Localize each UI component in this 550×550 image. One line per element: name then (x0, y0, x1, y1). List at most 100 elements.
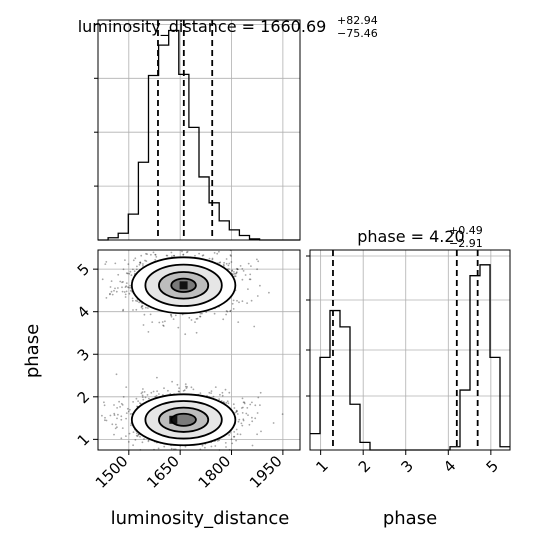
scatter-point (110, 290, 113, 293)
phase-title-upper: +0.49 (449, 224, 483, 237)
scatter-point (199, 392, 202, 394)
scatter-point (185, 387, 188, 389)
scatter-point (201, 312, 203, 315)
scatter-point (140, 306, 143, 309)
scatter-point (259, 404, 261, 406)
scatter-point (184, 385, 187, 388)
phase-xtick-label: 2 (355, 457, 374, 476)
scatter-point (121, 404, 124, 406)
scatter-point (141, 441, 144, 444)
scatter-point (211, 257, 214, 260)
scatter-point (113, 404, 115, 406)
scatter-point (124, 296, 127, 298)
scatter-point (214, 386, 217, 388)
scatter-point (201, 444, 204, 447)
ld-marginal-title: luminosity_distance = 1660.69 (78, 17, 327, 37)
scatter-point (129, 270, 132, 273)
scatter-point (235, 410, 238, 413)
scatter-point (115, 290, 118, 293)
2d-ytick-label: 5 (74, 260, 93, 279)
scatter-point (228, 434, 231, 436)
scatter-point (135, 397, 138, 400)
scatter-point (134, 257, 137, 260)
scatter-point (190, 319, 193, 321)
scatter-point (256, 412, 259, 414)
scatter-point (111, 423, 114, 426)
scatter-point (137, 400, 140, 402)
scatter-point (109, 414, 112, 417)
panel-2d-density: 1500 1650 1800 1950 1 2 3 4 5 luminosity_distan… (22, 249, 301, 529)
scatter-point (145, 252, 147, 255)
scatter-point (124, 259, 126, 261)
scatter-point (136, 265, 138, 268)
scatter-point (127, 410, 130, 413)
scatter-point (121, 286, 123, 289)
scatter-point (132, 268, 134, 271)
scatter-point (142, 263, 144, 265)
scatter-point (226, 310, 229, 313)
scatter-point (236, 268, 239, 271)
scatter-point (117, 413, 119, 416)
ld-title-lower: −75.46 (337, 27, 378, 40)
scatter-point (248, 423, 251, 426)
scatter-point (162, 325, 165, 327)
scatter-point (233, 407, 236, 409)
scatter-point (152, 251, 155, 254)
scatter-point (246, 407, 249, 409)
panel-ld-marginal: luminosity_distance = 1660.69 +82.94 −75… (78, 14, 378, 241)
scatter-point (184, 383, 187, 385)
scatter-point (143, 438, 145, 440)
scatter-point (103, 401, 105, 404)
scatter-point (147, 307, 149, 309)
scatter-point (236, 410, 238, 412)
scatter-point (140, 254, 143, 257)
scatter-point (230, 261, 233, 263)
x-axis-label-ld: luminosity_distance (111, 508, 290, 529)
scatter-point (186, 386, 189, 388)
scatter-point (181, 250, 183, 253)
scatter-point (188, 316, 191, 319)
scatter-point (127, 263, 130, 265)
density-contour (170, 412, 197, 427)
scatter-point (231, 269, 234, 272)
scatter-point (103, 404, 106, 407)
scatter-point (242, 418, 245, 421)
scatter-point (213, 252, 216, 254)
scatter-point (228, 262, 231, 265)
scatter-point (113, 433, 115, 436)
scatter-point (260, 430, 262, 433)
scatter-point (135, 268, 138, 271)
scatter-point (142, 265, 144, 267)
scatter-point (146, 253, 149, 256)
y-axis-label-phase: phase (22, 324, 43, 378)
2d-ytick-label: 4 (74, 303, 93, 322)
scatter-point (186, 250, 189, 253)
scatter-point (234, 275, 237, 278)
scatter-point (126, 272, 129, 275)
phase-xtick-label: 5 (483, 457, 502, 476)
scatter-point (174, 314, 177, 317)
scatter-point (208, 257, 211, 260)
scatter-point (105, 419, 108, 422)
scatter-point (235, 409, 238, 412)
scatter-point (132, 259, 135, 262)
scatter-point (257, 260, 260, 263)
scatter-point (224, 388, 227, 391)
scatter-point (154, 258, 157, 261)
scatter-point (239, 265, 242, 267)
scatter-point (212, 395, 215, 398)
scatter-point (198, 252, 201, 255)
scatter-point (216, 440, 219, 442)
scatter-point (113, 414, 116, 416)
scatter-point (213, 312, 216, 315)
scatter-point (178, 390, 181, 393)
scatter-point (101, 278, 104, 281)
scatter-point (229, 309, 232, 312)
scatter-point (178, 387, 181, 389)
density-contour (130, 256, 237, 315)
scatter-point (151, 321, 154, 323)
scatter-point (155, 256, 158, 258)
scatter-point (147, 440, 150, 443)
density-contour (130, 393, 237, 447)
density-peak (169, 415, 178, 424)
